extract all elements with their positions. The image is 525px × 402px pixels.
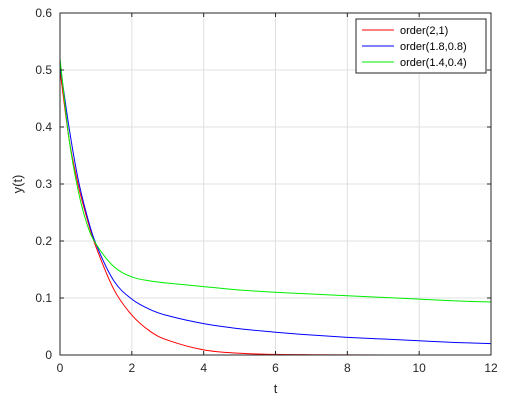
y-tick-label: 0.1 [35,291,52,305]
x-tick-label: 0 [57,361,64,375]
series-line-3 [59,58,492,303]
y-tick-label: 0.3 [35,177,52,191]
legend: order(2,1) order(1.8,0.8) order(1.4,0.4) [355,18,487,74]
y-axis-label: y(t) [10,175,25,194]
x-tick-label: 4 [200,361,207,375]
legend-label: order(1.4,0.4) [400,57,467,69]
y-tick-label: 0.4 [35,120,52,134]
y-tick-label: 0.2 [35,234,52,248]
x-tick-label: 6 [272,361,279,375]
x-tick-label: 10 [412,361,426,375]
x-axis-label: t [274,381,278,396]
legend-label: order(1.8,0.8) [400,41,467,53]
y-tick-label: 0.6 [35,6,52,20]
legend-label: order(2,1) [400,25,448,37]
y-tick-label: 0 [45,348,52,362]
x-tick-label: 8 [344,361,351,375]
series-line-2 [59,64,492,345]
x-tick-label: 2 [128,361,135,375]
axis-ticks: 0 2 4 6 8 10 12 0 0.1 0.2 0.3 0.4 0.5 0.6 [35,6,498,375]
y-tick-label: 0.5 [35,63,52,77]
x-tick-label: 12 [484,361,498,375]
